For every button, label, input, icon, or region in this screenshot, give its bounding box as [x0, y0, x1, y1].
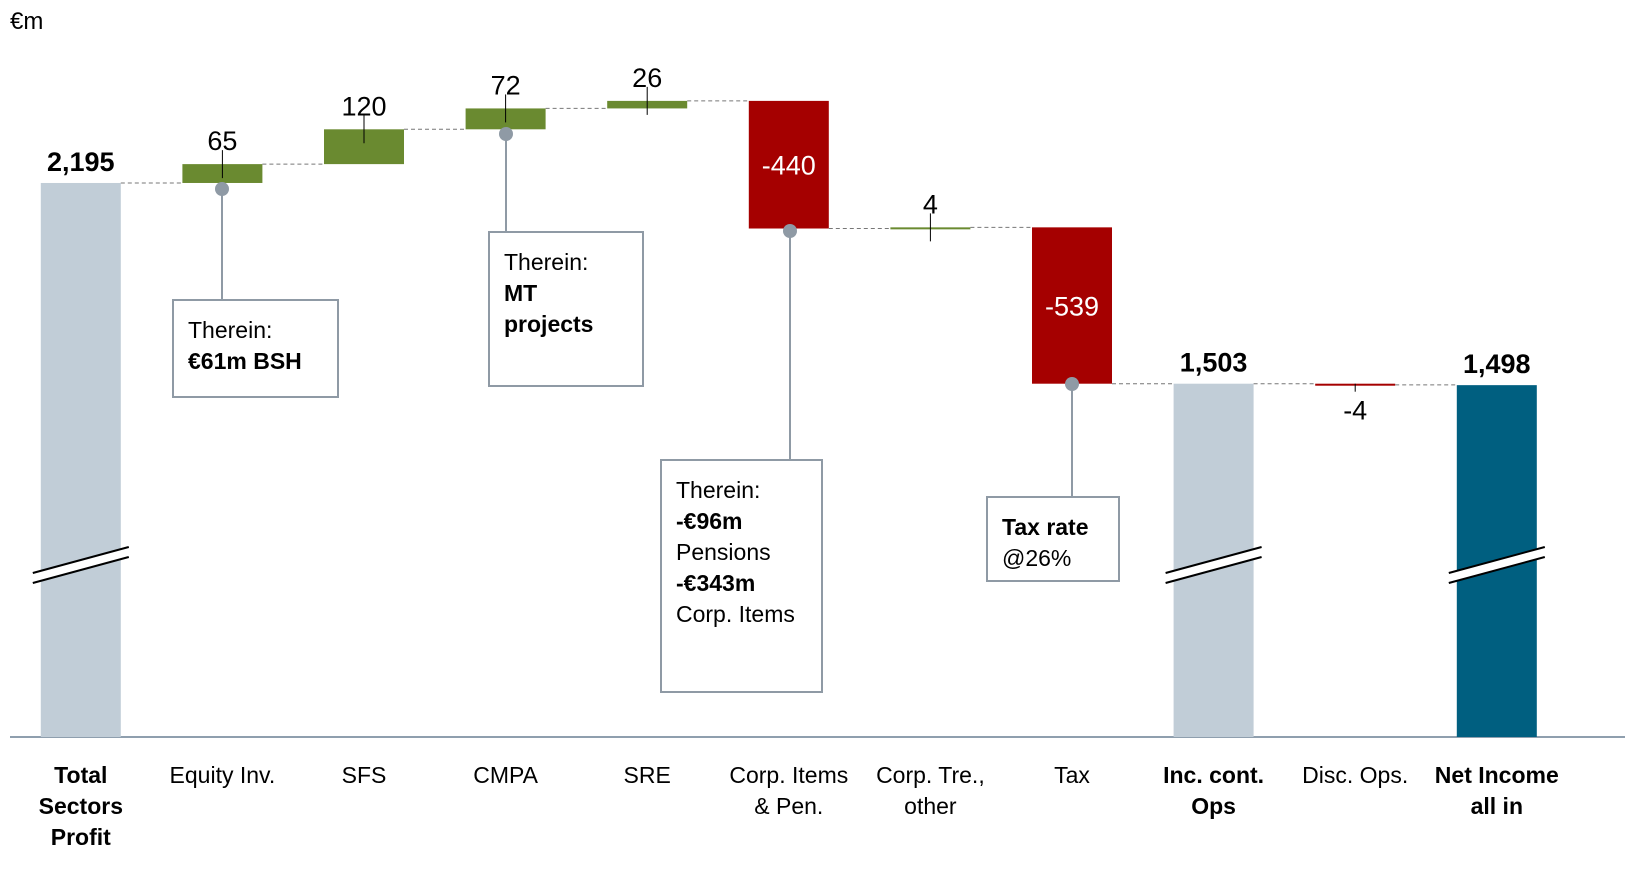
x-tick-label: Corp. Tre., other [876, 762, 985, 819]
axis-break-line [32, 546, 130, 574]
value-label: 1,503 [1180, 348, 1248, 378]
callout-text: Therein: [188, 317, 273, 343]
callout-text: Pensions [676, 539, 771, 565]
callout-text: Tax rate [1002, 514, 1089, 540]
x-tick-label: Inc. cont. Ops [1163, 762, 1265, 819]
value-label: 2,195 [47, 147, 115, 177]
delta-bar [1032, 227, 1112, 384]
axis-break [32, 547, 129, 583]
unit-label: €m [10, 8, 44, 35]
callout-text: -€343m [676, 570, 756, 596]
total-bar [40, 182, 121, 737]
callout-text: MT [504, 280, 538, 306]
value-label: 65 [207, 126, 237, 156]
x-tick-label: Disc. Ops. [1302, 762, 1409, 788]
callout-dot [1065, 377, 1079, 391]
x-tick-label: Net Income all in [1434, 762, 1559, 819]
axis-break-line [1448, 546, 1546, 574]
x-tick-label: CMPA [473, 762, 538, 788]
callout-text: Therein: [676, 477, 761, 503]
x-tick-label: Equity Inv. [169, 762, 276, 788]
callout-text: @26% [1002, 545, 1072, 571]
callout-box: Therein: MT projects [488, 231, 644, 387]
callout-box: Therein: -€96m Pensions -€343m Corp. Items [660, 459, 823, 693]
callout-text: Therein: [504, 249, 589, 275]
x-tick-label: SRE [623, 762, 671, 788]
x-tick-label: Total Sectors Profit [38, 762, 123, 850]
value-label: -539 [1045, 292, 1099, 322]
x-tick-label: SFS [341, 762, 387, 788]
callout-text: -€96m [676, 508, 743, 534]
axis-break [1448, 547, 1545, 583]
axis-break-line [32, 556, 130, 584]
axis-break-line [1165, 556, 1262, 584]
value-label: -4 [1343, 396, 1367, 426]
callout-text: Corp. Items [676, 601, 795, 627]
value-label: -440 [762, 151, 816, 181]
axis-break-line [1448, 556, 1546, 584]
value-label: 4 [923, 189, 938, 219]
x-tick-label: Corp. Items & Pen. [729, 762, 849, 819]
value-label: 1,498 [1463, 349, 1531, 379]
value-label: 120 [341, 91, 386, 121]
callout-text: €61m BSH [188, 348, 302, 374]
value-label: 26 [632, 63, 662, 93]
axis-break-line [1165, 546, 1262, 574]
axis-break [1165, 547, 1262, 583]
value-label: 72 [491, 70, 521, 100]
delta-bar [748, 100, 829, 229]
callout-dot [783, 224, 797, 238]
callout-text: projects [504, 311, 594, 337]
callout-box: Tax rate @26% [986, 496, 1120, 582]
callout-dot [215, 182, 229, 196]
callout-dot [499, 127, 513, 141]
callout-box: Therein: €61m BSH [172, 299, 339, 398]
x-tick-label: Tax [1054, 762, 1090, 788]
